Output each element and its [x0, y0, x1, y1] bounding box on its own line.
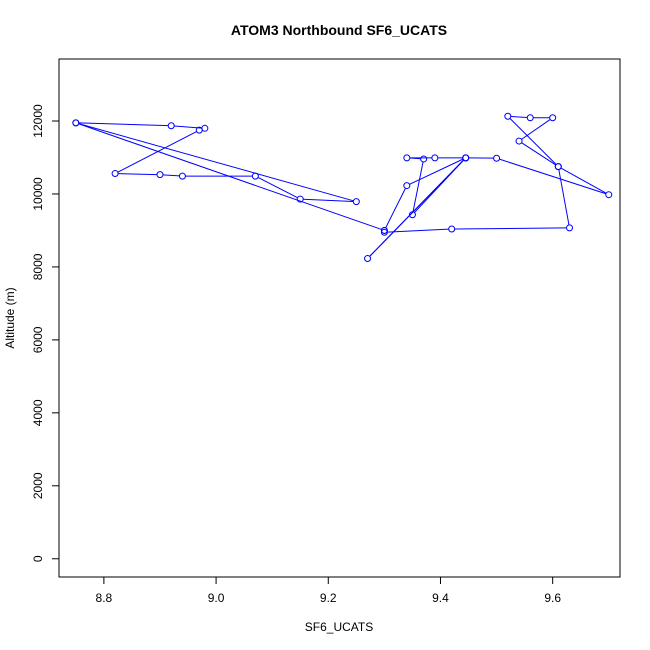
series-line-segment [521, 119, 551, 140]
data-point [549, 114, 557, 122]
data-point [566, 224, 574, 232]
data-point [515, 137, 523, 145]
chart-title: ATOM3 Northbound SF6_UCATS [231, 22, 447, 38]
data-point [431, 154, 439, 162]
data-point [605, 191, 613, 199]
y-tick-label: 2000 [31, 472, 45, 499]
data-point [403, 154, 411, 162]
data-point [352, 198, 360, 206]
series-line-segment [78, 122, 169, 127]
y-tick-label: 8000 [31, 253, 45, 280]
series-line-segment [303, 198, 354, 202]
data-point [462, 154, 470, 162]
series-line-segment [412, 161, 424, 212]
x-axis: 8.8 9.0 9.2 9.4 9.6 [96, 577, 561, 605]
data-point [178, 172, 186, 180]
data-point [167, 122, 175, 130]
data-point [380, 228, 388, 236]
data-point [448, 225, 456, 233]
series-line-segment [499, 158, 607, 195]
series-layer [78, 115, 607, 257]
data-point [296, 195, 304, 203]
data-point [201, 124, 209, 132]
y-tick-label: 4000 [31, 399, 45, 426]
series-line-segment [118, 173, 157, 176]
data-point [364, 255, 372, 263]
data-point [380, 226, 388, 234]
series-line-segment [78, 123, 382, 230]
data-point [251, 172, 259, 180]
series-line-segment [510, 115, 528, 119]
series-line-segment [117, 131, 197, 173]
y-tick-label: 10000 [31, 177, 45, 211]
data-point [156, 171, 164, 179]
x-tick-label: 9.0 [208, 591, 225, 605]
series-line-segment [409, 158, 464, 185]
y-tick-label: 0 [31, 555, 45, 562]
x-axis-label: SF6_UCATS [305, 620, 373, 634]
data-point [72, 119, 80, 127]
points-layer [72, 112, 613, 263]
series-line-segment [409, 157, 421, 160]
series-line-segment [257, 177, 298, 199]
x-tick-label: 9.4 [432, 591, 449, 605]
data-point [504, 112, 512, 120]
series-line-segment [385, 188, 406, 228]
series-line-segment [454, 227, 567, 230]
data-point [403, 182, 411, 190]
series-line-segment [509, 118, 557, 165]
x-tick-label: 9.2 [320, 591, 337, 605]
data-point [526, 114, 534, 122]
data-point [420, 155, 428, 163]
y-tick-label: 6000 [31, 326, 45, 353]
series-line-segment [162, 174, 180, 177]
series-line-segment [560, 167, 607, 194]
y-axis: 0 2000 4000 6000 8000 10000 12000 [31, 104, 59, 562]
y-axis-label: Altitude (m) [3, 287, 17, 348]
data-point [493, 154, 501, 162]
y-tick-label: 12000 [31, 104, 45, 138]
series-line-segment [521, 142, 557, 166]
series-line-segment [369, 159, 464, 257]
series-line-segment [387, 228, 449, 233]
series-line-segment [558, 169, 570, 226]
data-point [195, 126, 203, 134]
series-line-segment [78, 123, 354, 202]
data-point [408, 211, 416, 219]
x-tick-label: 9.6 [544, 591, 561, 605]
data-point [111, 170, 119, 178]
data-point [554, 163, 562, 171]
plot-frame [58, 58, 621, 578]
x-tick-label: 8.8 [96, 591, 113, 605]
